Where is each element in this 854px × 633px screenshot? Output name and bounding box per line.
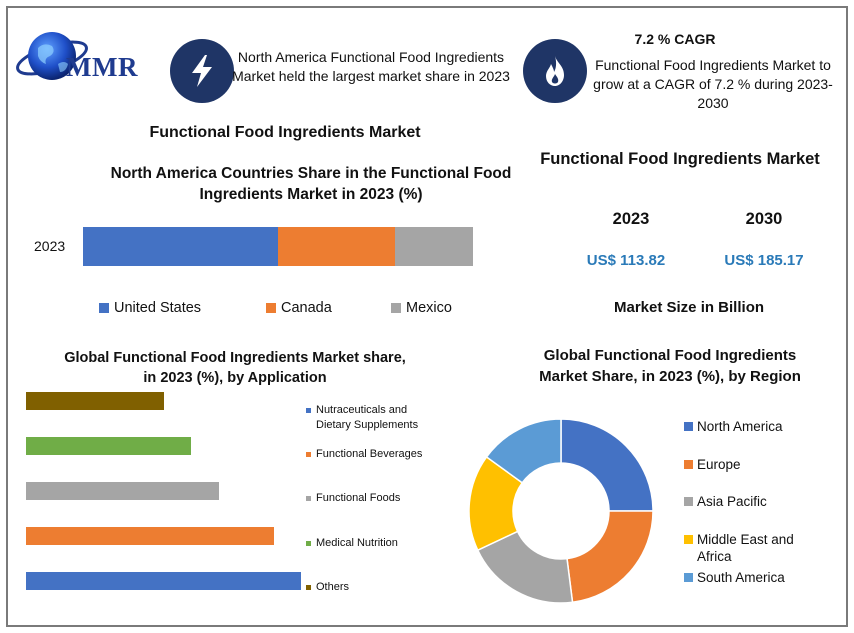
legend-label: Functional Beverages — [316, 448, 423, 460]
region-chart-title: Global Functional Food Ingredients Marke… — [539, 347, 801, 385]
info-right-text: Functional Food Ingredients Market to gr… — [593, 57, 833, 111]
legend-swatch — [684, 460, 693, 469]
legend-label: Asia Pacific — [697, 494, 767, 509]
legend-label: Others — [316, 581, 350, 593]
lightning-bolt-icon — [170, 39, 234, 103]
legend-marker — [306, 408, 311, 413]
donut-slice-europe — [566, 510, 654, 604]
stack-segment-mexico — [395, 227, 473, 266]
legend-label: United States — [114, 300, 202, 316]
donut-slice-north-america — [560, 418, 654, 512]
legend-marker — [306, 541, 311, 546]
legend-label: Canada — [281, 300, 332, 316]
stack-legend-item: Canada — [266, 300, 332, 316]
legend-swatch — [684, 535, 693, 544]
value-2030: US$ 185.17 — [724, 252, 804, 269]
legend-swatch — [684, 573, 693, 582]
stack-legend-item: United States — [99, 300, 201, 316]
app-bar-functional-beverages — [26, 437, 191, 455]
legend-label: Medical Nutrition — [316, 537, 398, 549]
app-legend-item: Others — [306, 580, 349, 595]
market-title: Functional Food Ingredients Market — [149, 124, 421, 141]
year-2023: 2023 — [612, 210, 650, 228]
app-bar-medical-nutrition — [26, 527, 274, 545]
mmr-logo — [16, 32, 88, 80]
app-bar-others — [26, 572, 301, 590]
region-donut — [468, 418, 654, 604]
legend-label: Functional Foods — [316, 492, 401, 504]
legend-swatch — [684, 497, 693, 506]
legend-swatch — [391, 303, 401, 313]
legend-label: Nutraceuticals and Dietary Supplements — [316, 404, 419, 431]
region-legend-item: South America — [684, 569, 785, 586]
legend-label: Mexico — [406, 300, 452, 316]
info-left-text: North America Functional Food Ingredient… — [232, 49, 510, 84]
legend-label: Europe — [697, 457, 741, 472]
stack-category-label: 2023 — [34, 238, 66, 254]
year-2030: 2030 — [745, 210, 783, 228]
app-bar-functional-foods — [26, 482, 219, 500]
legend-label: South America — [697, 570, 785, 585]
legend-marker — [306, 585, 311, 590]
app-legend-item: Functional Beverages — [306, 447, 422, 462]
app-legend-item: Functional Foods — [306, 491, 400, 506]
legend-marker — [306, 496, 311, 501]
flame-icon — [523, 39, 587, 103]
stack-segment-canada — [278, 227, 395, 266]
logo-text: MMR — [66, 52, 138, 82]
app-legend-item: Nutraceuticals and Dietary Supplements — [306, 403, 441, 433]
region-legend-item: North America — [684, 418, 783, 435]
legend-marker — [306, 452, 311, 457]
stack-legend-item: Mexico — [391, 300, 452, 316]
na-chart-title: North America Countries Share in the Fun… — [110, 165, 512, 203]
application-chart-title: Global Functional Food Ingredients Marke… — [64, 350, 406, 386]
stack-segment-united-states — [83, 227, 278, 266]
app-legend-item: Medical Nutrition — [306, 536, 398, 551]
app-bar-nutraceuticals-and-dietary-supplements — [26, 392, 164, 410]
value-2023: US$ 113.82 — [586, 252, 666, 269]
legend-swatch — [99, 303, 109, 313]
market-size-heading: Functional Food Ingredients Market — [540, 150, 820, 168]
region-legend-item: Europe — [684, 456, 741, 473]
region-legend-item: Middle East and Africa — [684, 531, 807, 565]
legend-swatch — [684, 422, 693, 431]
legend-label: North America — [697, 419, 783, 434]
cagr-title: 7.2 % CAGR — [634, 31, 716, 47]
market-size-footer: Market Size in Billion — [613, 299, 765, 316]
legend-label: Middle East and Africa — [697, 532, 794, 564]
infographic-frame — [6, 6, 848, 627]
region-legend-item: Asia Pacific — [684, 493, 767, 510]
donut-slice-south-america — [485, 418, 562, 484]
legend-swatch — [266, 303, 276, 313]
